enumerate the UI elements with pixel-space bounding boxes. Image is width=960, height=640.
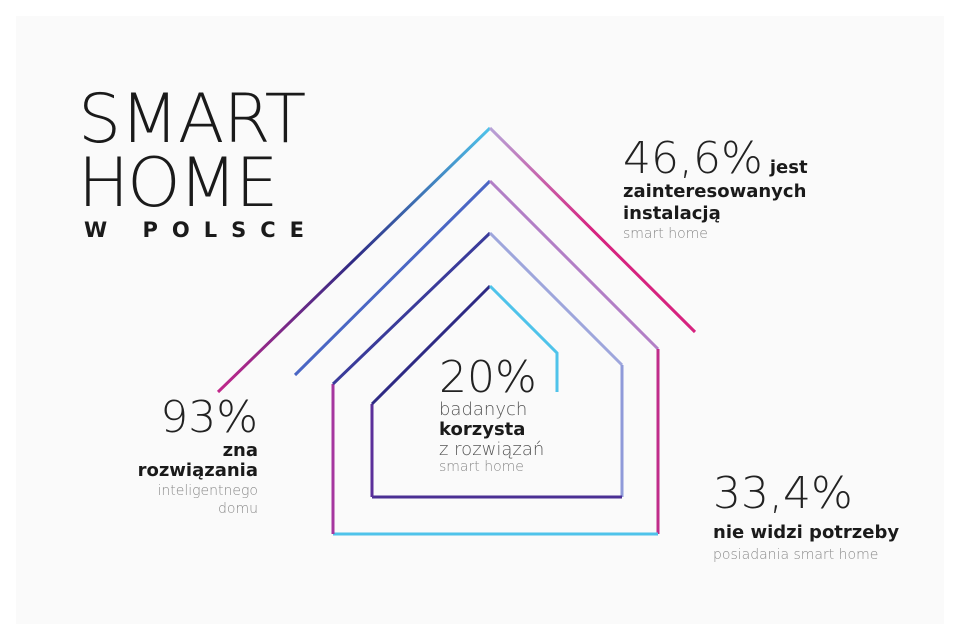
infographic-canvas <box>16 16 944 624</box>
house-line-ring3-roof-left <box>331 231 492 386</box>
stat-knows-light-line2: domu <box>218 500 258 517</box>
title-line-w-polsce: W POLSCE <box>84 218 318 242</box>
stat-interested-bold-line3: instalacją <box>623 202 721 224</box>
stat-knows-light-line1: inteligentnego <box>157 482 258 499</box>
title-line-smart: SMART <box>78 80 306 159</box>
stat-knows-bold-inline: zna <box>222 440 258 461</box>
stat-no-need-light: posiadania smart home <box>713 547 879 563</box>
stat-knows: 93% zna rozwiązania inteligentnego domu <box>118 396 258 518</box>
stat-interested: 46,6% jest zainteresowanych instalacją s… <box>623 137 808 243</box>
title-line-home: HOME <box>78 144 278 223</box>
stat-uses-light-line1: badanych <box>439 399 528 420</box>
stat-uses-light-line2: z rozwiązań <box>439 438 545 460</box>
stat-no-need-percent: 33,4% <box>713 468 853 519</box>
stat-interested-bold-inline: jest <box>769 157 808 178</box>
stat-knows-bold-line2: rozwiązania <box>137 460 258 481</box>
stat-uses-bold-line: korzysta <box>439 418 526 440</box>
stat-knows-percent: 93% <box>160 392 258 443</box>
house-line-outer-roof-left <box>216 126 492 394</box>
stat-interested-light: smart home <box>623 226 708 243</box>
stat-interested-percent: 46,6% <box>623 133 763 184</box>
house-line-ring2-roof-right <box>488 179 660 351</box>
house-line-ring3-roof-right <box>488 231 624 367</box>
stat-interested-bold-line2: zainteresowanych <box>623 181 807 202</box>
stat-no-need-bold: nie widzi potrzeby <box>713 522 900 543</box>
stat-uses-percent: 20% <box>439 352 537 403</box>
stat-uses: 20% badanych korzysta z rozwiązań smart … <box>439 352 545 476</box>
house-line-outer-roof-right <box>488 126 697 334</box>
house-line-inner-roof-left <box>370 284 492 406</box>
house-line-ring2-roof-left <box>293 179 492 377</box>
stat-uses-light-small: smart home <box>439 459 524 476</box>
stat-no-need: 33,4% nie widzi potrzeby posiadania smar… <box>713 468 900 564</box>
house-line-inner-roof-right <box>488 284 559 392</box>
